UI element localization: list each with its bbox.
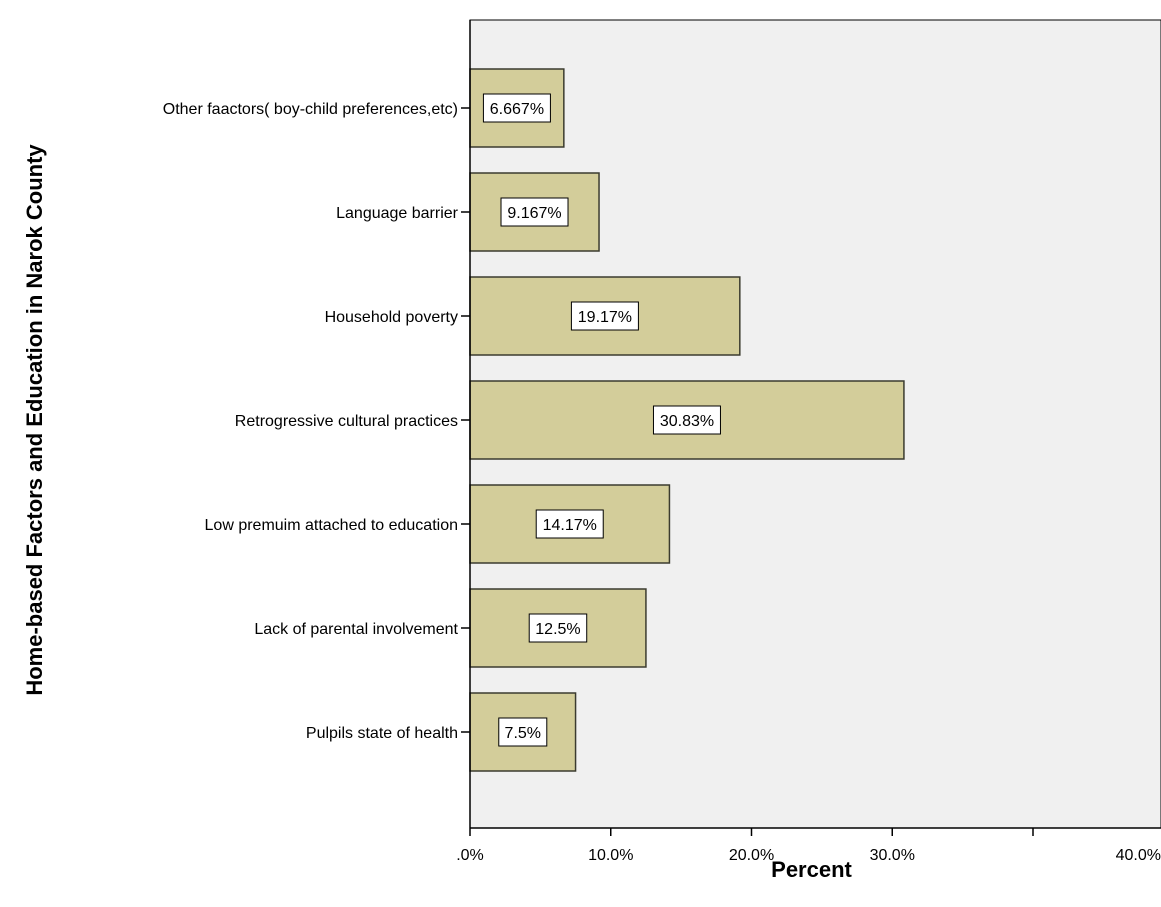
data-label-box: [570, 301, 639, 331]
x-axis-title: Percent: [771, 857, 852, 882]
data-label-box: [498, 717, 548, 747]
data-label-box: [500, 197, 569, 227]
category-label: Retrogressive cultural practices: [235, 413, 458, 430]
category-label: Other faactors( boy-child preferences,et…: [163, 101, 458, 118]
category-label: Lack of parental involvement: [254, 621, 458, 638]
data-label: 6.667%: [490, 101, 544, 118]
category-labels: Other faactors( boy-child preferences,et…: [163, 101, 470, 742]
data-label-box: [482, 93, 551, 123]
category-label: Language barrier: [336, 205, 459, 222]
y-axis-title: Home-based Factors and Education in Naro…: [22, 144, 47, 696]
data-label: 19.17%: [578, 309, 632, 326]
category-label: Pulpils state of health: [306, 725, 458, 742]
category-label: Low premuim attached to education: [205, 517, 458, 534]
x-tick-label: 10.0%: [588, 847, 633, 864]
data-label-box: [528, 613, 588, 643]
x-tick-label: 20.0%: [729, 847, 774, 864]
data-label-box: [535, 509, 604, 539]
x-axis-ticks: .0% 10.0% 20.0% 30.0% 40.0%: [456, 828, 1161, 864]
data-label: 30.83%: [660, 413, 714, 430]
data-label: 12.5%: [535, 621, 580, 638]
data-label-box: [652, 405, 721, 435]
x-tick-label: .0%: [456, 847, 484, 864]
bar: [469, 692, 577, 772]
x-tick-label: 40.0%: [1116, 847, 1161, 864]
data-label: 7.5%: [505, 725, 541, 742]
data-label: 14.17%: [543, 517, 597, 534]
bars: 6.667% 9.167% 19.17% 30.83% 14.17% 12.5% 7.5%: [469, 68, 905, 772]
category-label: Household poverty: [325, 309, 458, 326]
data-label: 9.167%: [507, 205, 561, 222]
x-tick-label: 30.0%: [870, 847, 915, 864]
